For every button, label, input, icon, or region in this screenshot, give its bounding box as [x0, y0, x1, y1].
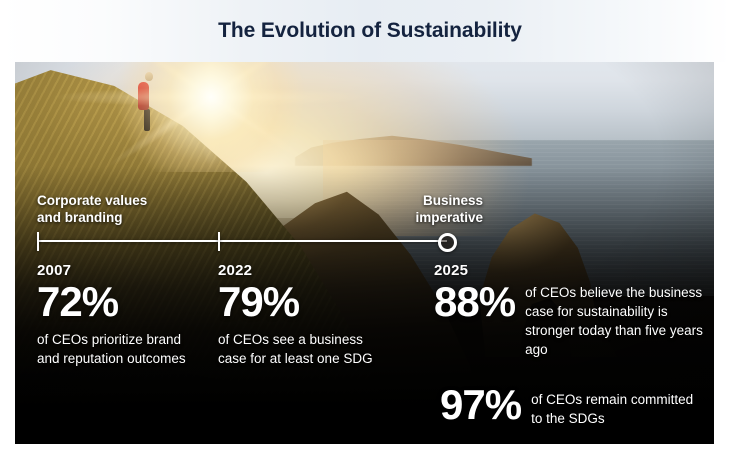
stat-value: 97% [440, 381, 522, 428]
stat-block-2007: 2007 72% of CEOs prioritize brand and re… [37, 262, 202, 368]
stat-row-88: 88% of CEOs believe the business case fo… [434, 280, 704, 359]
stat-year: 2007 [37, 262, 72, 279]
stat-year: 2022 [218, 262, 253, 279]
stat-row-97: 97% of CEOs remain committed to the SDGs [434, 383, 704, 428]
stat-block-2022: 2022 79% of CEOs see a business case for… [218, 262, 393, 368]
page-title: The Evolution of Sustainability [218, 19, 522, 42]
stat-description: of CEOs remain committed to the SDGs [531, 392, 694, 426]
photo-bottom-shade [15, 10, 714, 444]
page-frame-bottom [0, 444, 730, 451]
stat-year: 2025 [434, 262, 469, 279]
page-frame-left [0, 0, 15, 451]
page-frame-right [714, 0, 730, 451]
stat-value: 72% [37, 278, 119, 325]
stat-description: of CEOs believe the business case for su… [525, 285, 703, 357]
stat-description: of CEOs see a business case for at least… [218, 332, 373, 366]
stat-block-2025: 2025 88% of CEOs believe the business ca… [434, 262, 704, 428]
stat-value: 88% [434, 278, 516, 325]
stat-value: 79% [218, 278, 300, 325]
stat-description: of CEOs prioritize brand and reputation … [37, 332, 186, 366]
header-band: The Evolution of Sustainability [0, 0, 730, 62]
photo-vignette [15, 10, 714, 444]
